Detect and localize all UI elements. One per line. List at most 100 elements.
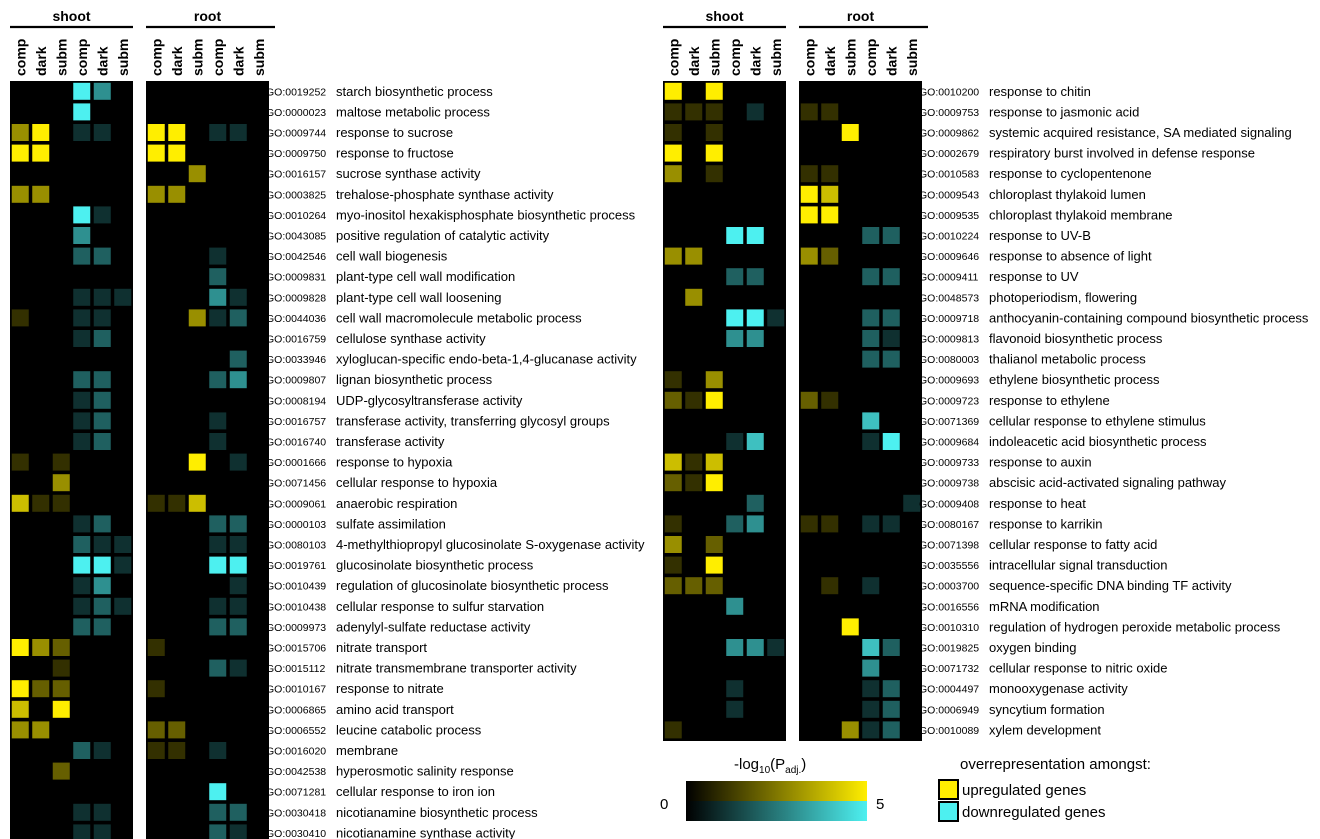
heatmap-cell (664, 453, 682, 471)
heatmap-cell (93, 391, 111, 409)
heatmap-cell (685, 103, 703, 121)
upregulated-label: upregulated genes (962, 782, 1086, 799)
heatmap-cell (664, 247, 682, 265)
go-term: membrane (336, 743, 398, 758)
column-header: subm (842, 39, 858, 76)
heatmap-cell (11, 494, 29, 512)
heatmap-cell (168, 494, 186, 512)
go-id: GO:0016740 (266, 437, 326, 449)
column-header: comp (210, 39, 226, 76)
go-term: amino acid transport (336, 702, 454, 717)
go-term: trehalose-phosphate synthase activity (336, 187, 554, 202)
go-term: plant-type cell wall loosening (336, 290, 501, 305)
go-term: mRNA modification (989, 599, 1100, 614)
go-term: plant-type cell wall modification (336, 269, 515, 284)
go-term: cellulose synthase activity (336, 331, 486, 346)
group-header: root (847, 8, 875, 24)
go-term: response to absence of light (989, 249, 1152, 264)
heatmap-cell (209, 536, 227, 553)
heatmap-cell (73, 412, 91, 430)
go-id: GO:0080003 (919, 354, 979, 366)
go-term: myo-inositol hexakisphosphate biosynthet… (336, 207, 636, 222)
column-header: dark (686, 46, 702, 76)
go-term: cellular response to fatty acid (989, 537, 1157, 552)
heatmap-cell (882, 227, 900, 244)
heatmap-cell (767, 309, 785, 327)
go-id: GO:0009750 (266, 148, 326, 160)
heatmap-cell (746, 515, 764, 533)
go-id: GO:0016556 (919, 601, 979, 613)
go-id: GO:0009744 (266, 128, 326, 140)
heatmap-cell (726, 639, 744, 656)
heatmap-cell (11, 680, 29, 698)
go-term: leucine catabolic process (336, 722, 482, 737)
heatmap-cell (209, 288, 227, 306)
heatmap-cell (73, 742, 91, 759)
heatmap-cell (882, 268, 900, 286)
heatmap-cell (664, 474, 682, 492)
go-id: GO:0009718 (919, 313, 979, 325)
column-header: dark (94, 46, 110, 76)
heatmap-cell (11, 453, 29, 471)
go-id: GO:0044036 (266, 313, 326, 325)
overrepresentation-legend: overrepresentation amongst: upregulated g… (938, 756, 1151, 822)
heatmap-cell (52, 494, 70, 512)
heatmap-cell (209, 742, 227, 759)
heatmap-cell (73, 824, 91, 839)
heatmap-cell (52, 474, 70, 492)
heatmap-cell (209, 247, 227, 265)
heatmap-cell (93, 556, 111, 574)
heatmap-cell (800, 515, 818, 533)
heatmap-cell (726, 268, 744, 286)
column-header: comp (727, 39, 743, 76)
go-id: GO:0033946 (266, 354, 326, 366)
column-header: subm (115, 39, 131, 76)
scale-title-part: ) (801, 756, 806, 773)
go-term: response to karrikin (989, 516, 1102, 531)
heatmap-cell (114, 288, 132, 306)
go-term: lignan biosynthetic process (336, 372, 493, 387)
go-term: chloroplast thylakoid membrane (989, 207, 1173, 222)
scale-min-label: 0 (660, 796, 668, 813)
heatmap-cell (114, 536, 132, 553)
heatmap-cell (746, 433, 764, 450)
heatmap-cell (862, 412, 880, 430)
heatmap-cell (52, 639, 70, 656)
heatmap-cell (11, 721, 29, 739)
scale-title-part: -log (734, 756, 759, 773)
go-term: nitrate transport (336, 640, 427, 655)
heatmap-cell (52, 453, 70, 471)
heatmap-cell (821, 577, 839, 595)
go-id: GO:0009411 (919, 272, 979, 284)
go-term: response to chitin (989, 84, 1091, 99)
go-term: response to fructose (336, 146, 454, 161)
go-term: xylem development (989, 722, 1101, 737)
column-header: dark (169, 46, 185, 76)
go-term: anthocyanin-containing compound biosynth… (989, 310, 1309, 325)
heatmap-cell (705, 371, 723, 389)
heatmap-cell (209, 597, 227, 615)
heatmap-cell (705, 556, 723, 574)
heatmap-cell (32, 144, 50, 162)
go-term: sequence-specific DNA binding TF activit… (989, 578, 1232, 593)
column-header: subm (189, 39, 205, 76)
go-id: GO:0010583 (919, 169, 979, 181)
go-id: GO:0042538 (266, 766, 326, 778)
heatmap-cell (93, 309, 111, 327)
go-id: GO:0071456 (266, 478, 326, 490)
heatmap-cell (862, 577, 880, 595)
color-scale-legend: -log10(Padj.) 0 5 (660, 756, 884, 821)
go-id: GO:0003825 (266, 189, 326, 201)
heatmap-cell (93, 803, 111, 821)
go-id: GO:0009862 (919, 128, 979, 140)
go-id: GO:0071732 (919, 663, 979, 675)
heatmap-block-root (146, 81, 269, 839)
heatmap-cell (685, 453, 703, 471)
heatmap-cell (705, 453, 723, 471)
heatmap-cell (73, 82, 91, 100)
go-term: response to auxin (989, 455, 1092, 470)
heatmap-cell (52, 659, 70, 677)
go-term: photoperiodism, flowering (989, 290, 1137, 305)
heatmap-cell (862, 433, 880, 450)
